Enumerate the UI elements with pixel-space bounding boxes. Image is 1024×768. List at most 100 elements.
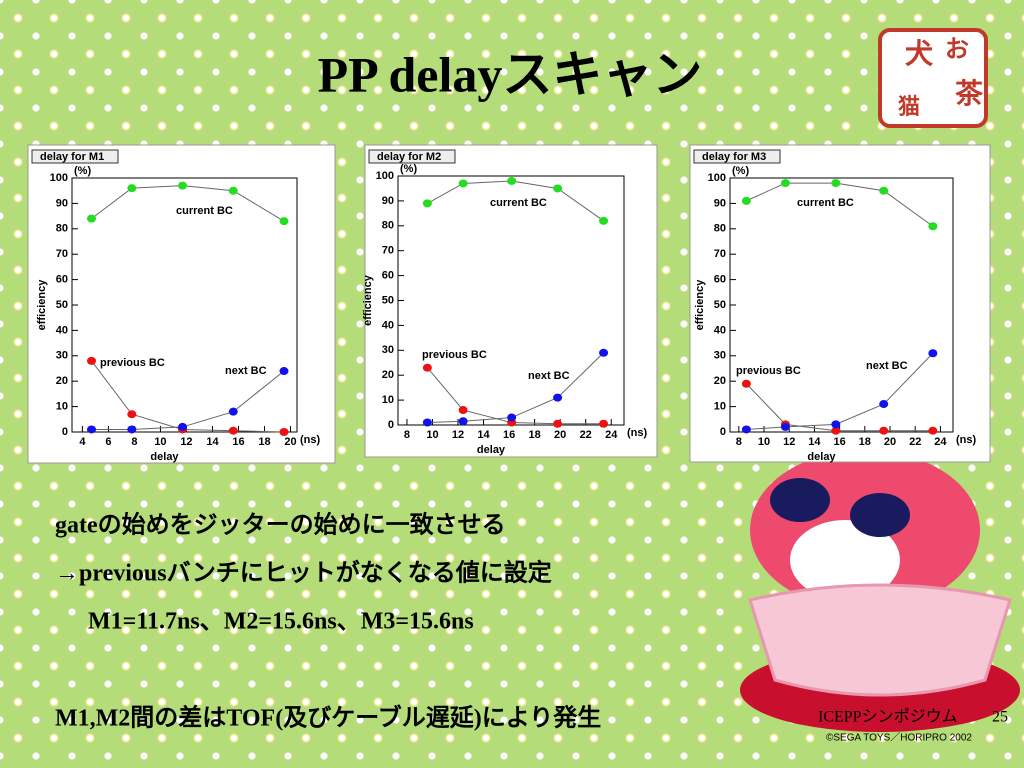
data-point bbox=[741, 379, 751, 388]
chart-panel bbox=[27, 144, 336, 464]
data-point bbox=[458, 417, 468, 426]
data-point bbox=[553, 419, 563, 428]
series-label: next BC bbox=[225, 365, 267, 377]
slide-title: PP delayスキャン bbox=[318, 46, 703, 102]
x-tick-label: 22 bbox=[580, 429, 592, 441]
y-tick-label: 60 bbox=[56, 274, 68, 286]
x-tick-label: 24 bbox=[605, 429, 618, 441]
logo-text: お bbox=[945, 35, 969, 63]
data-point bbox=[279, 428, 289, 436]
series-label: previous BC bbox=[736, 365, 801, 377]
data-point bbox=[279, 367, 289, 376]
data-point bbox=[178, 181, 188, 190]
chart: delay for M1 0 10 20 30 40 50 60 70 80 90 100 4 6 8 10 1… bbox=[27, 144, 336, 464]
mascot-eye bbox=[770, 478, 830, 522]
data-point bbox=[228, 426, 238, 435]
series-label: next BC bbox=[528, 370, 570, 382]
y-tick-label: 30 bbox=[56, 350, 68, 362]
x-tick-label: 18 bbox=[528, 429, 540, 441]
x-axis-title: delay bbox=[477, 444, 506, 456]
series-label: previous BC bbox=[100, 357, 165, 369]
data-point bbox=[599, 419, 609, 428]
y-tick-label: 70 bbox=[56, 248, 68, 260]
y-tick-label: 90 bbox=[382, 195, 394, 207]
x-tick-label: 8 bbox=[131, 436, 137, 448]
data-point bbox=[458, 406, 468, 415]
x-tick-label: 12 bbox=[180, 436, 192, 448]
x-tick-label: 8 bbox=[736, 436, 742, 448]
x-axis-title: delay bbox=[807, 451, 836, 463]
data-point bbox=[279, 217, 289, 226]
x-tick-label: 16 bbox=[503, 429, 515, 441]
series-label: current BC bbox=[797, 197, 854, 209]
footer: ICEPPシンポジウム bbox=[818, 708, 958, 726]
body-text: →previousバンチにヒットがなくなる値に設定 bbox=[55, 559, 552, 587]
body-text: M1=11.7ns、M2=15.6ns、M3=15.6ns bbox=[88, 609, 474, 635]
y-tick-label: 20 bbox=[56, 375, 68, 387]
y-tick-label: 100 bbox=[50, 172, 68, 184]
y-tick-label: 0 bbox=[720, 426, 726, 438]
data-point bbox=[178, 422, 188, 431]
x-unit: (ns) bbox=[300, 434, 321, 446]
data-point bbox=[879, 426, 889, 435]
y-axis-title: efficiency bbox=[36, 279, 48, 331]
data-point bbox=[780, 422, 790, 431]
chart-panel bbox=[689, 144, 991, 463]
y-unit: (%) bbox=[732, 165, 749, 177]
y-unit: (%) bbox=[74, 165, 91, 177]
data-point bbox=[599, 348, 609, 357]
series-label: next BC bbox=[866, 360, 908, 372]
copyright: ©SEGA TOYS／HORIPRO 2002 bbox=[826, 732, 972, 744]
y-axis-title: efficiency bbox=[694, 279, 706, 331]
data-point bbox=[741, 196, 751, 205]
chart-title-box bbox=[31, 149, 119, 164]
mascot-eye bbox=[850, 493, 910, 537]
data-point bbox=[741, 425, 751, 434]
series-label: current BC bbox=[490, 197, 547, 209]
data-point bbox=[127, 425, 137, 434]
y-tick-label: 0 bbox=[62, 426, 68, 438]
y-tick-label: 70 bbox=[714, 248, 726, 260]
cup bbox=[748, 583, 1012, 697]
data-point bbox=[507, 413, 517, 422]
y-tick-label: 40 bbox=[56, 324, 68, 336]
data-point bbox=[422, 199, 432, 208]
data-point bbox=[127, 410, 137, 419]
y-tick-label: 10 bbox=[382, 394, 394, 406]
chart-title: delay for M3 bbox=[702, 151, 766, 163]
data-point bbox=[422, 418, 432, 427]
data-point bbox=[228, 186, 238, 195]
x-tick-label: 10 bbox=[758, 436, 770, 448]
x-tick-label: 20 bbox=[884, 436, 896, 448]
data-point bbox=[780, 179, 790, 188]
y-tick-label: 80 bbox=[382, 220, 394, 232]
y-tick-label: 100 bbox=[376, 170, 394, 182]
x-axis-title: delay bbox=[150, 451, 179, 463]
chart-title-box bbox=[693, 149, 781, 164]
y-tick-label: 50 bbox=[382, 294, 394, 306]
data-point bbox=[553, 184, 563, 193]
data-point bbox=[879, 186, 889, 195]
data-point bbox=[599, 216, 609, 225]
logo-text: 茶 bbox=[955, 77, 984, 110]
data-point bbox=[879, 400, 889, 409]
data-point bbox=[127, 184, 137, 193]
y-tick-label: 100 bbox=[708, 172, 726, 184]
y-tick-label: 30 bbox=[382, 344, 394, 356]
y-tick-label: 80 bbox=[56, 223, 68, 235]
y-tick-label: 20 bbox=[714, 375, 726, 387]
mascot bbox=[740, 450, 1020, 732]
y-tick-label: 70 bbox=[382, 245, 394, 257]
logo-frame bbox=[878, 28, 988, 128]
y-tick-label: 60 bbox=[714, 274, 726, 286]
data-point bbox=[87, 425, 97, 434]
data-point bbox=[928, 222, 938, 231]
x-tick-label: 12 bbox=[783, 436, 795, 448]
y-tick-label: 90 bbox=[714, 197, 726, 209]
data-point bbox=[928, 349, 938, 358]
data-point bbox=[458, 179, 468, 188]
data-point bbox=[831, 420, 841, 429]
x-tick-label: 16 bbox=[232, 436, 244, 448]
y-tick-label: 40 bbox=[382, 319, 394, 331]
